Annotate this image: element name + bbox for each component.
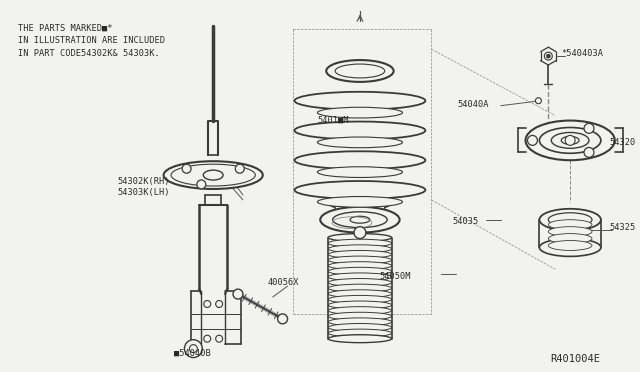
Ellipse shape [328, 318, 392, 326]
Ellipse shape [328, 295, 392, 303]
Ellipse shape [326, 189, 394, 211]
Ellipse shape [320, 207, 399, 232]
Ellipse shape [317, 196, 403, 207]
Circle shape [204, 335, 211, 342]
Ellipse shape [328, 239, 392, 247]
Circle shape [584, 124, 594, 133]
Text: 54303K(LH): 54303K(LH) [117, 189, 170, 198]
Ellipse shape [317, 167, 403, 177]
Text: 54040A: 54040A [457, 100, 488, 109]
Ellipse shape [548, 241, 592, 250]
Circle shape [565, 135, 575, 145]
Ellipse shape [328, 290, 392, 298]
Ellipse shape [164, 161, 263, 189]
Ellipse shape [551, 132, 589, 148]
Ellipse shape [540, 209, 601, 231]
Circle shape [547, 54, 550, 58]
Text: IN PART CODE54302K& 54303K.: IN PART CODE54302K& 54303K. [18, 49, 159, 58]
Circle shape [527, 135, 538, 145]
Ellipse shape [561, 137, 579, 144]
Circle shape [197, 180, 206, 189]
Text: IN ILLUSTRATION ARE INCLUDED: IN ILLUSTRATION ARE INCLUDED [18, 36, 165, 45]
Circle shape [204, 301, 211, 308]
Ellipse shape [328, 312, 392, 320]
Text: 40056X: 40056X [268, 278, 300, 287]
Text: R401004E: R401004E [550, 353, 600, 363]
Ellipse shape [317, 137, 403, 148]
Ellipse shape [328, 262, 392, 270]
Ellipse shape [548, 234, 592, 244]
Circle shape [278, 314, 287, 324]
Text: THE PARTS MARKED■*: THE PARTS MARKED■* [18, 23, 113, 32]
Text: 54035: 54035 [452, 217, 479, 226]
Circle shape [545, 52, 552, 60]
Ellipse shape [171, 164, 255, 186]
Ellipse shape [326, 60, 394, 82]
Ellipse shape [294, 151, 426, 169]
Ellipse shape [333, 212, 387, 228]
Ellipse shape [548, 227, 592, 237]
Ellipse shape [204, 170, 223, 180]
Circle shape [182, 164, 191, 173]
Ellipse shape [335, 64, 385, 78]
Ellipse shape [540, 128, 601, 153]
Circle shape [184, 340, 202, 357]
Circle shape [233, 289, 243, 299]
Circle shape [189, 344, 197, 353]
Circle shape [216, 301, 223, 308]
Ellipse shape [548, 213, 592, 227]
Circle shape [236, 164, 244, 173]
Ellipse shape [328, 329, 392, 337]
Ellipse shape [335, 200, 385, 216]
Ellipse shape [294, 181, 426, 199]
Ellipse shape [328, 234, 392, 241]
Text: 5401■M: 5401■M [317, 116, 349, 125]
Ellipse shape [328, 324, 392, 331]
Ellipse shape [540, 238, 601, 256]
Ellipse shape [294, 92, 426, 110]
Circle shape [354, 227, 366, 238]
Text: *540403A: *540403A [561, 49, 604, 58]
Ellipse shape [350, 216, 370, 223]
Text: 54320: 54320 [610, 138, 636, 147]
Ellipse shape [328, 335, 392, 343]
Ellipse shape [294, 122, 426, 140]
Ellipse shape [328, 245, 392, 253]
Ellipse shape [328, 301, 392, 309]
Ellipse shape [328, 279, 392, 286]
Ellipse shape [317, 107, 403, 118]
Circle shape [584, 147, 594, 157]
Ellipse shape [328, 267, 392, 275]
Ellipse shape [328, 307, 392, 315]
Ellipse shape [328, 250, 392, 259]
Text: 54302K(RH): 54302K(RH) [117, 177, 170, 186]
Text: 54050M: 54050M [380, 272, 412, 281]
Ellipse shape [548, 220, 592, 230]
Ellipse shape [328, 273, 392, 281]
Ellipse shape [328, 256, 392, 264]
Text: ■54040B: ■54040B [173, 349, 211, 358]
Circle shape [216, 335, 223, 342]
Circle shape [536, 98, 541, 104]
Ellipse shape [525, 121, 615, 160]
Ellipse shape [328, 284, 392, 292]
Text: 54325: 54325 [610, 223, 636, 232]
